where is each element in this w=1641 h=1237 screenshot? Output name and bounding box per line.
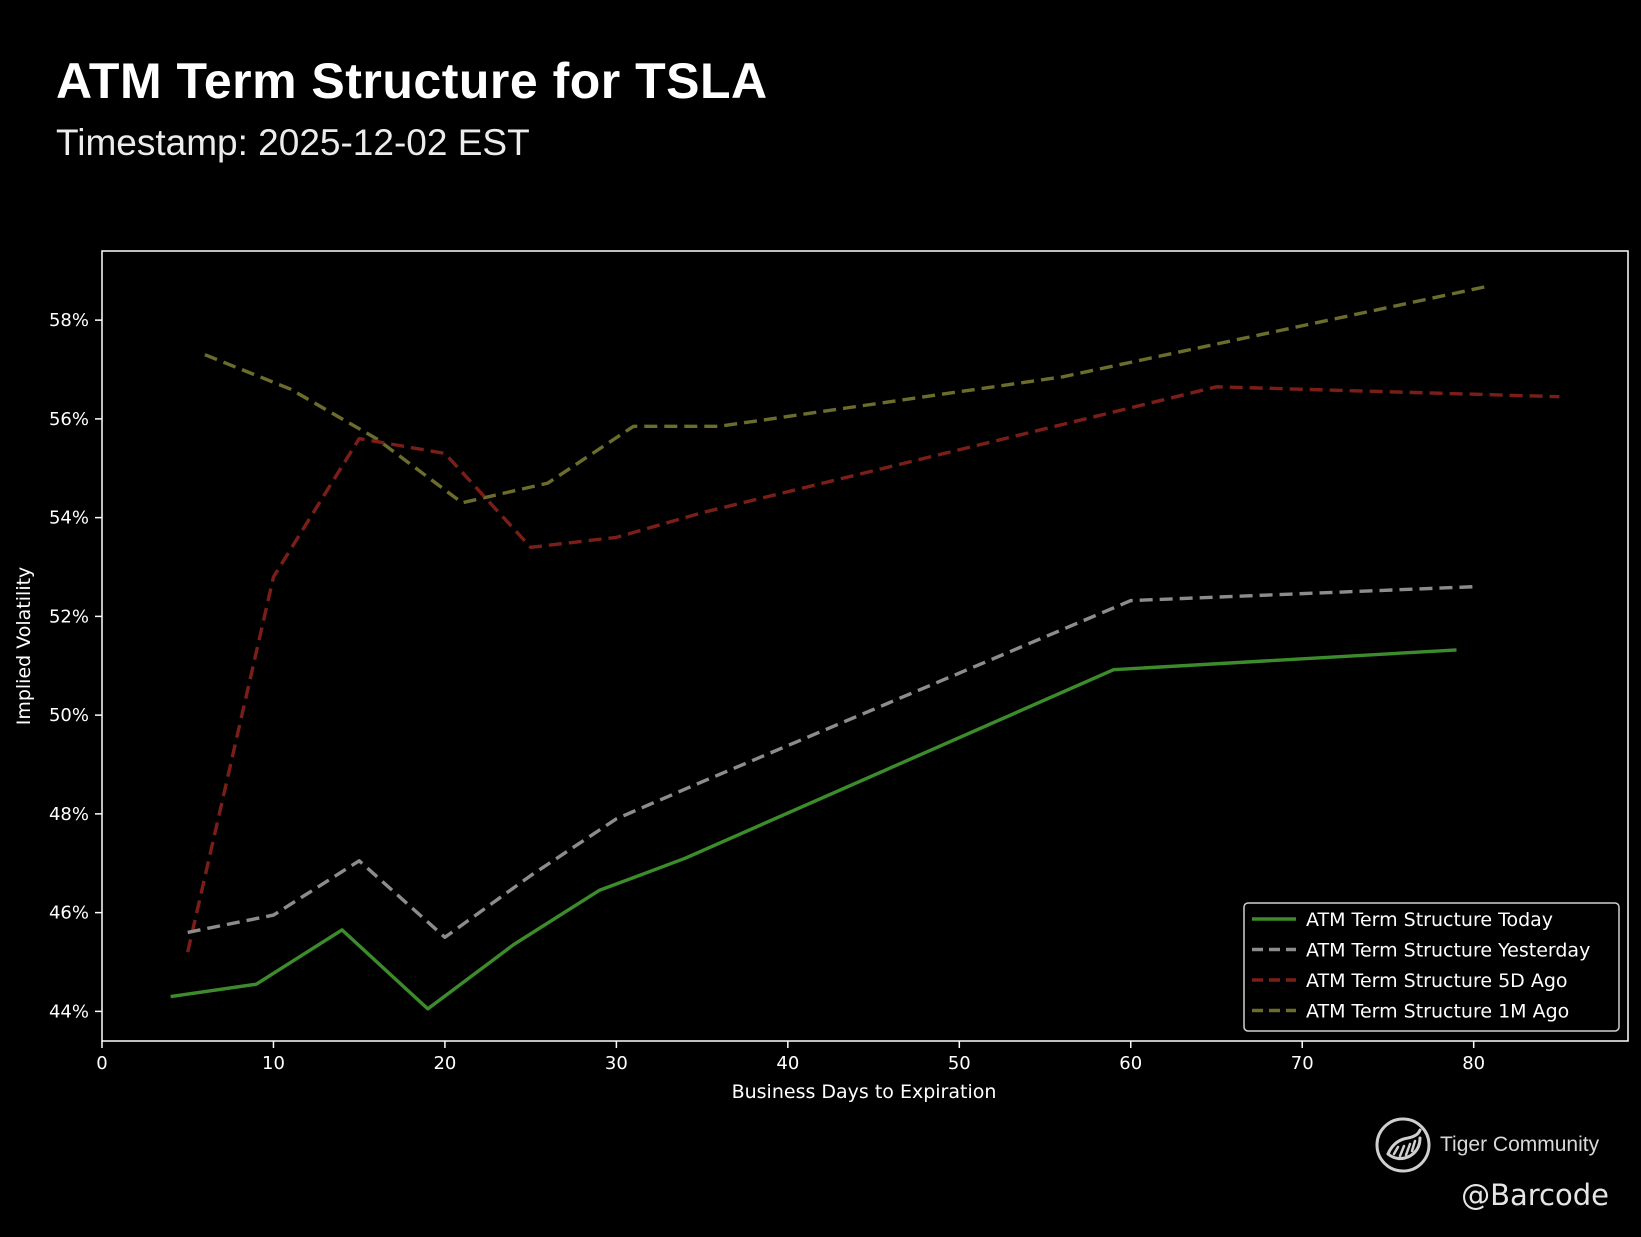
x-tick-label: 20 <box>433 1053 456 1074</box>
x-tick-label: 30 <box>605 1053 628 1074</box>
y-tick-label: 58% <box>49 310 89 331</box>
series-line-3 <box>204 283 1492 505</box>
x-tick-label: 80 <box>1462 1053 1485 1074</box>
y-tick-label: 50% <box>49 705 89 726</box>
y-tick-label: 54% <box>49 508 89 529</box>
x-axis-label: Business Days to Expiration <box>732 1081 997 1103</box>
y-tick-label: 52% <box>49 606 89 627</box>
series-line-2 <box>186 385 1560 953</box>
y-tick-label: 48% <box>49 804 89 825</box>
legend-label: ATM Term Structure 1M Ago <box>1306 1001 1569 1023</box>
y-tick-label: 46% <box>49 903 89 924</box>
legend-box <box>1243 902 1620 1032</box>
x-tick-label: 60 <box>1119 1053 1142 1074</box>
legend-label: ATM Term Structure Today <box>1306 909 1553 931</box>
x-tick-label: 70 <box>1291 1053 1314 1074</box>
chart-title: ATM Term Structure for TSLA <box>56 53 768 109</box>
y-tick-label: 56% <box>49 409 89 430</box>
x-tick-label: 40 <box>776 1053 799 1074</box>
x-tick-label: 50 <box>948 1053 971 1074</box>
series-line-1 <box>187 585 1474 939</box>
x-tick-label: 10 <box>262 1053 285 1074</box>
plot-frame <box>101 250 1629 1042</box>
x-tick-label: 0 <box>96 1053 107 1074</box>
y-tick-label: 44% <box>49 1001 89 1022</box>
legend-label: ATM Term Structure 5D Ago <box>1306 970 1568 992</box>
chart-subtitle: Timestamp: 2025-12-02 EST <box>56 122 530 163</box>
author-handle: @Barcode <box>1461 1178 1609 1212</box>
tiger-community-logo-icon <box>1375 1117 1431 1173</box>
brand-name: Tiger Community <box>1440 1133 1600 1156</box>
brand-watermark: Tiger Community <box>1374 1113 1599 1177</box>
series-line-0 <box>170 648 1457 1011</box>
y-axis-label: Implied Volatility <box>13 567 35 726</box>
legend-label: ATM Term Structure Yesterday <box>1306 940 1590 962</box>
